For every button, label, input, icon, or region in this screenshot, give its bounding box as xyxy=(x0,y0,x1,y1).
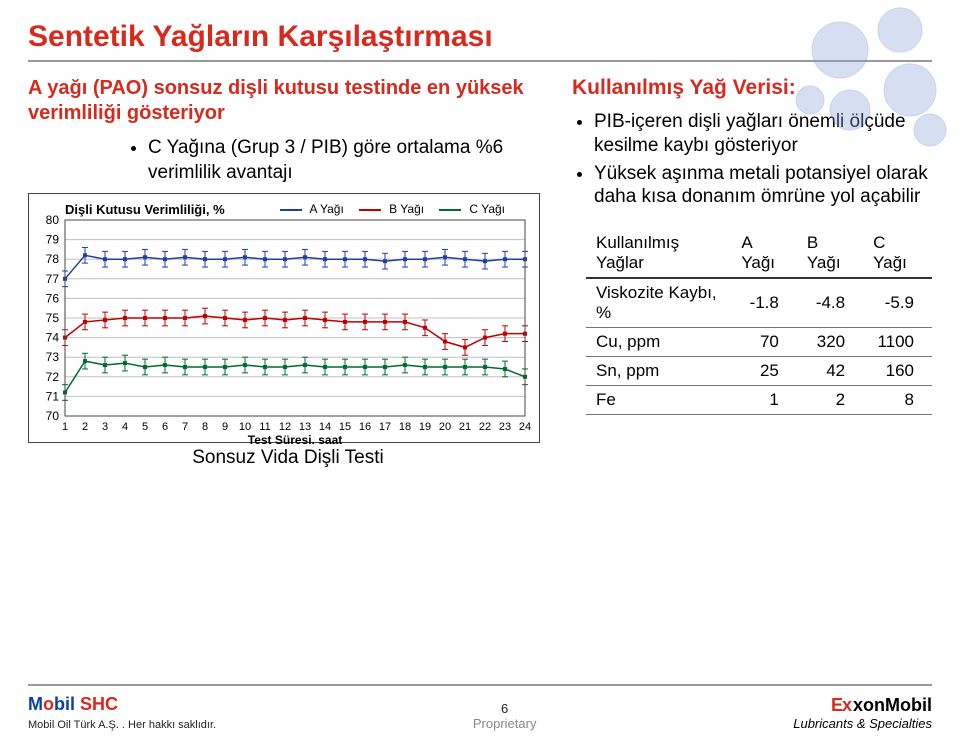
efficiency-chart: Dişli Kutusu Verimliliği, % A Yağı B Yağ… xyxy=(28,193,540,443)
svg-text:74: 74 xyxy=(46,331,60,345)
td: 320 xyxy=(797,328,863,357)
svg-text:19: 19 xyxy=(419,421,431,433)
svg-text:3: 3 xyxy=(102,421,108,433)
used-oil-table: Kullanılmış Yağlar A Yağı B Yağı C Yağı … xyxy=(586,229,932,415)
svg-text:15: 15 xyxy=(339,421,351,433)
svg-text:17: 17 xyxy=(379,421,391,433)
svg-text:72: 72 xyxy=(46,370,60,384)
td: 25 xyxy=(731,357,797,386)
svg-text:9: 9 xyxy=(222,421,228,433)
td: 1100 xyxy=(863,328,932,357)
td: Viskozite Kaybı, % xyxy=(586,278,731,328)
svg-text:11: 11 xyxy=(259,421,270,433)
td: 70 xyxy=(731,328,797,357)
td: 160 xyxy=(863,357,932,386)
td: 2 xyxy=(797,386,863,415)
legend-b: B Yağı xyxy=(389,202,424,216)
right-bullet-item: Yüksek aşınma metali potansiyel olarak d… xyxy=(594,162,932,210)
svg-text:71: 71 xyxy=(46,390,60,404)
svg-text:2: 2 xyxy=(82,421,88,433)
svg-text:16: 16 xyxy=(359,421,371,433)
svg-text:21: 21 xyxy=(459,421,471,433)
footer-center: 6 Proprietary xyxy=(473,701,537,731)
td: -5.9 xyxy=(863,278,932,328)
svg-text:23: 23 xyxy=(499,421,511,433)
svg-text:13: 13 xyxy=(299,421,311,433)
td: 1 xyxy=(731,386,797,415)
svg-text:80: 80 xyxy=(46,213,60,227)
left-bullets: C Yağına (Grup 3 / PIB) göre ortalama %6… xyxy=(148,136,548,185)
svg-text:8: 8 xyxy=(202,421,208,433)
chart-svg: 7071727374757677787980123456789101112131… xyxy=(29,194,541,444)
proprietary-label: Proprietary xyxy=(473,716,537,731)
svg-text:4: 4 xyxy=(122,421,128,433)
td: Fe xyxy=(586,386,731,415)
td: Sn, ppm xyxy=(586,357,731,386)
th: A Yağı xyxy=(731,229,797,278)
svg-text:6: 6 xyxy=(162,421,168,433)
svg-text:79: 79 xyxy=(46,233,60,247)
svg-text:76: 76 xyxy=(46,292,60,306)
svg-text:22: 22 xyxy=(479,421,491,433)
svg-text:12: 12 xyxy=(279,421,291,433)
legend-a: A Yağı xyxy=(310,202,344,216)
svg-text:7: 7 xyxy=(182,421,188,433)
legend-c: C Yağı xyxy=(469,202,505,216)
svg-text:70: 70 xyxy=(46,409,60,423)
chart-caption: Sonsuz Vida Dişli Testi xyxy=(28,447,548,469)
mobil-shc-logo: Mobil SHC xyxy=(28,694,216,715)
chart-legend: A Yağı B Yağı C Yağı xyxy=(268,202,505,216)
td: -4.8 xyxy=(797,278,863,328)
molecule-decoration xyxy=(780,0,960,160)
th: C Yağı xyxy=(863,229,932,278)
svg-text:14: 14 xyxy=(319,421,331,433)
svg-text:78: 78 xyxy=(46,253,60,267)
svg-text:5: 5 xyxy=(142,421,148,433)
svg-text:1: 1 xyxy=(62,421,68,433)
svg-text:73: 73 xyxy=(46,351,60,365)
svg-text:24: 24 xyxy=(519,421,531,433)
td: Cu, ppm xyxy=(586,328,731,357)
th: B Yağı xyxy=(797,229,863,278)
intro-text: A yağı (PAO) sonsuz dişli kutusu testind… xyxy=(28,76,548,126)
left-bullet-item: C Yağına (Grup 3 / PIB) göre ortalama %6… xyxy=(148,136,548,185)
svg-text:75: 75 xyxy=(46,311,60,325)
td: -1.8 xyxy=(731,278,797,328)
page-number: 6 xyxy=(473,701,537,716)
svg-text:18: 18 xyxy=(399,421,411,433)
exxonmobil-logo: ExxonMobil Lubricants & Specialties xyxy=(793,695,932,731)
copyright: Mobil Oil Türk A.Ş. . Her hakkı saklıdır… xyxy=(28,719,216,731)
td: 42 xyxy=(797,357,863,386)
chart-ylabel: Dişli Kutusu Verimliliği, % xyxy=(65,202,225,217)
footer: Mobil SHC Mobil Oil Türk A.Ş. . Her hakk… xyxy=(0,684,960,731)
svg-text:10: 10 xyxy=(239,421,251,433)
svg-text:Test Süresi, saat: Test Süresi, saat xyxy=(248,433,343,444)
td: 8 xyxy=(863,386,932,415)
svg-text:20: 20 xyxy=(439,421,451,433)
th: Kullanılmış Yağlar xyxy=(586,229,731,278)
svg-text:77: 77 xyxy=(46,272,60,286)
